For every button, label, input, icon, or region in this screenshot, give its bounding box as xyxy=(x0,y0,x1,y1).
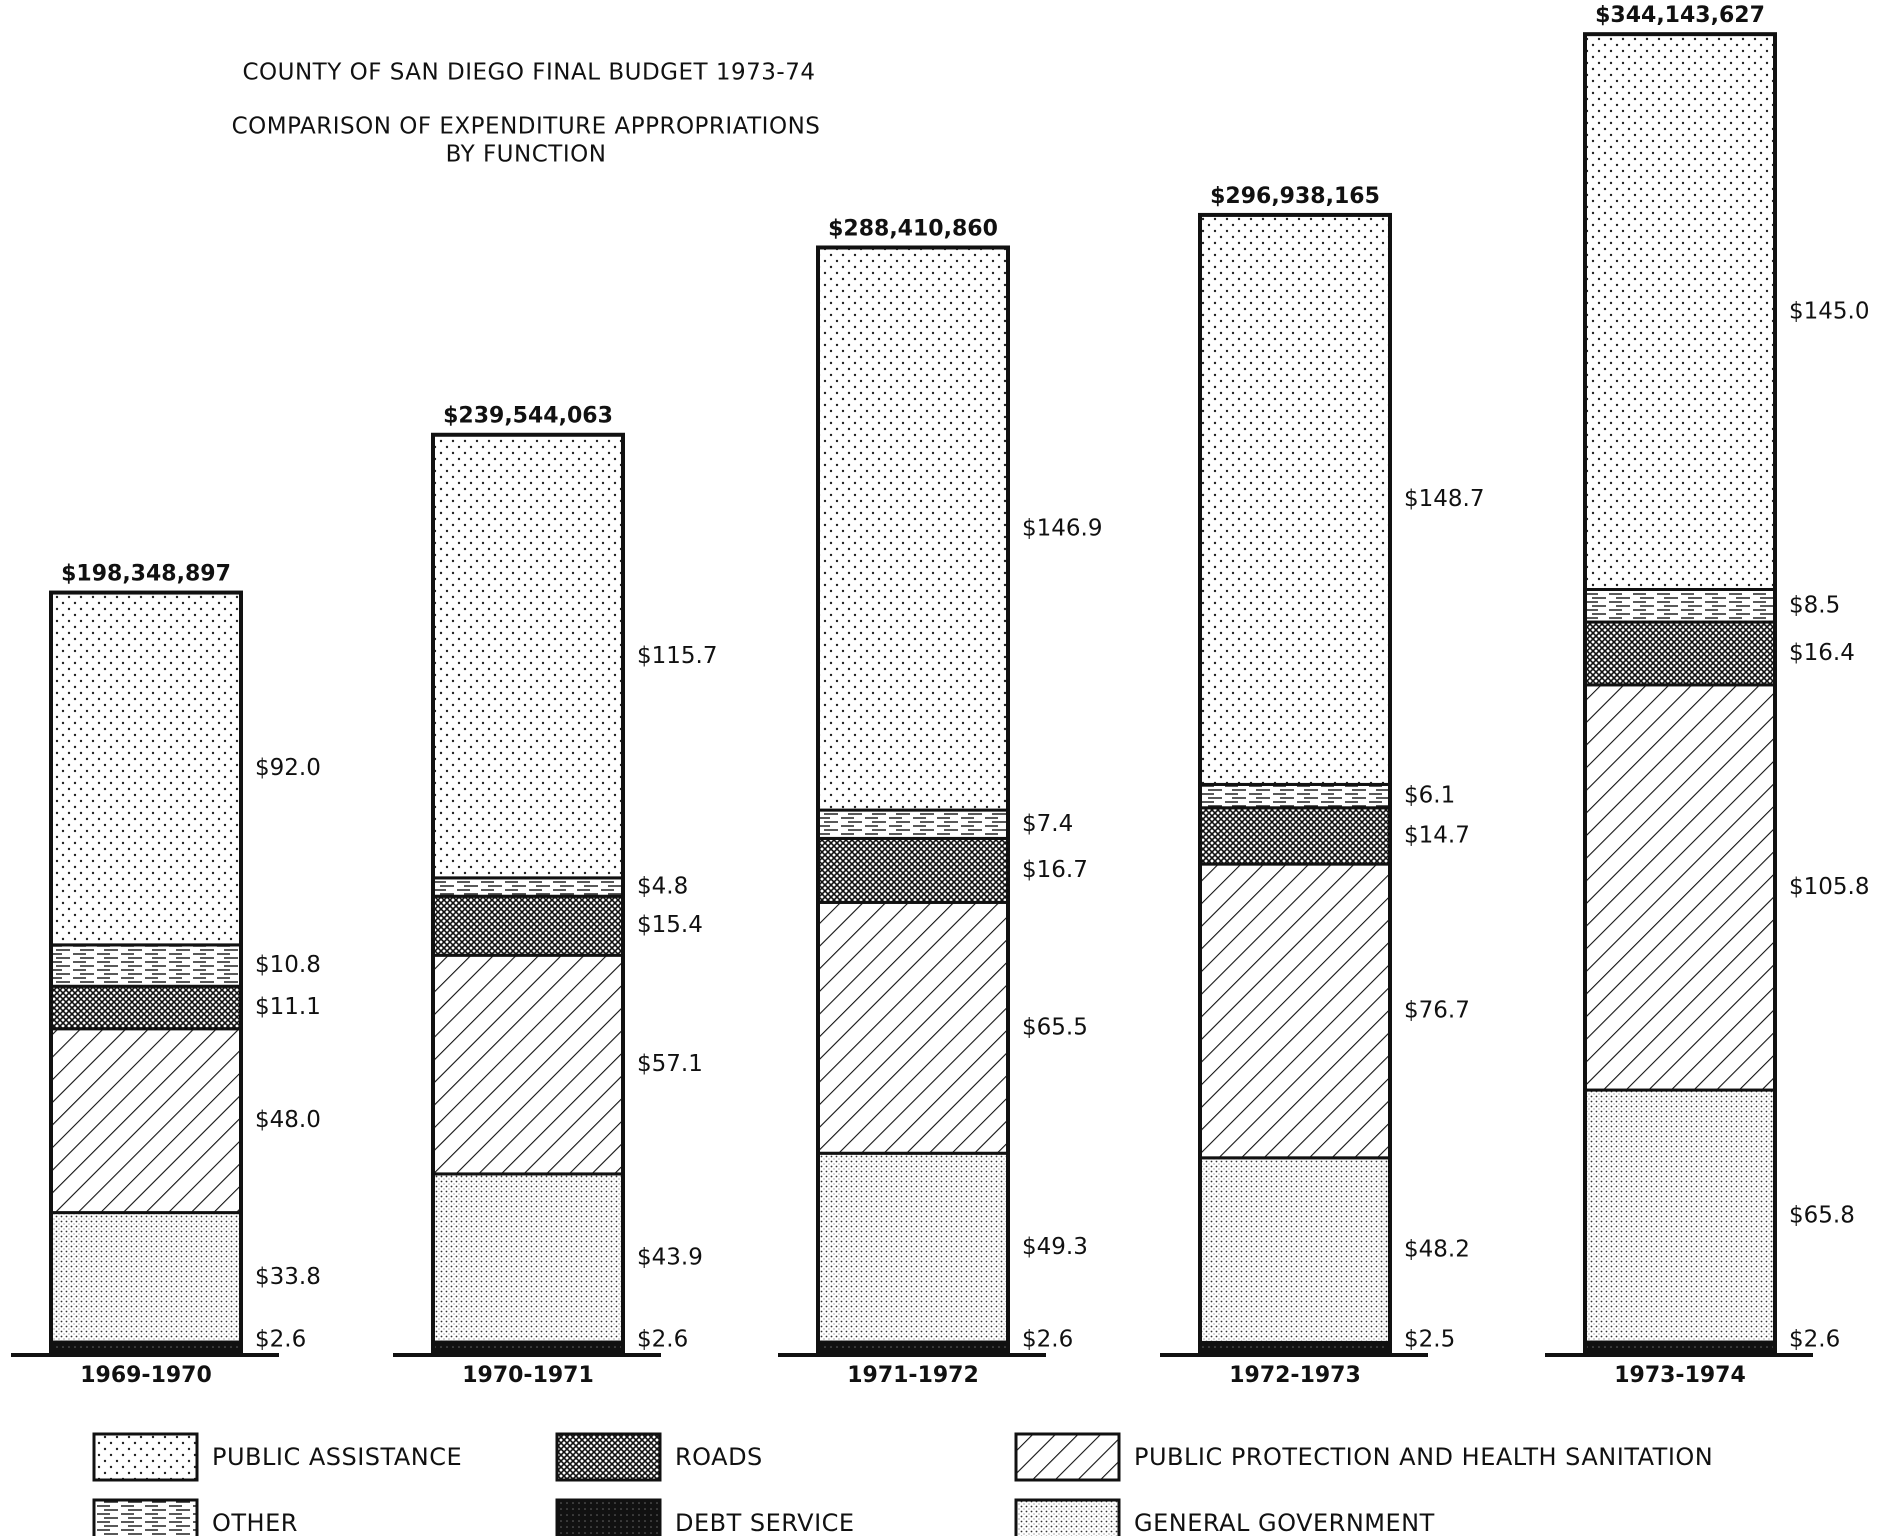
legend-label: PUBLIC PROTECTION AND HEALTH SANITATION xyxy=(1134,1443,1713,1471)
x-tick-label: 1972-1973 xyxy=(1229,1363,1361,1388)
value-label: $2.6 xyxy=(637,1327,688,1353)
legend-swatch xyxy=(92,1498,199,1536)
x-tick-label: 1973-1974 xyxy=(1614,1363,1746,1388)
bar-segment xyxy=(431,876,625,898)
value-label: $146.9 xyxy=(1022,515,1102,541)
value-label: $145.0 xyxy=(1789,298,1869,324)
total-label: $288,410,860 xyxy=(828,216,998,241)
bar-segment xyxy=(49,591,243,947)
bar-segment xyxy=(816,1151,1010,1344)
total-label: $239,544,063 xyxy=(443,404,613,429)
bar-segment xyxy=(816,245,1010,812)
legend-swatch xyxy=(92,1432,199,1482)
bar-segment xyxy=(1198,1156,1392,1344)
bar-segment xyxy=(431,894,625,957)
bar-segment xyxy=(49,1211,243,1344)
value-label: $11.1 xyxy=(255,994,321,1020)
legend-label: ROADS xyxy=(675,1443,763,1471)
total-label: $296,938,165 xyxy=(1210,184,1380,209)
bar-segment xyxy=(1583,587,1777,624)
value-label: $33.8 xyxy=(255,1264,321,1290)
value-label: $48.0 xyxy=(255,1107,321,1133)
total-label: $198,348,897 xyxy=(61,561,231,586)
value-label: $16.7 xyxy=(1022,857,1088,883)
bar-segment xyxy=(1198,782,1392,810)
bar-outline xyxy=(1198,212,1392,1354)
legend-swatch xyxy=(1014,1432,1121,1482)
bar-segment xyxy=(816,836,1010,904)
legend-swatch xyxy=(1014,1498,1121,1536)
bar-segment xyxy=(1583,620,1777,687)
value-label: $115.7 xyxy=(637,643,717,669)
bar-segment xyxy=(431,433,625,880)
bar-segment xyxy=(1583,1088,1777,1344)
bar-segment xyxy=(1583,683,1777,1092)
bar-segment xyxy=(431,953,625,1176)
legend-label: GENERAL GOVERNMENT xyxy=(1134,1509,1435,1536)
value-label: $8.5 xyxy=(1789,592,1840,618)
x-tick-label: 1971-1972 xyxy=(847,1363,979,1388)
bar-segment xyxy=(816,900,1010,1155)
value-label: $2.6 xyxy=(1022,1327,1073,1353)
bar-segment xyxy=(49,984,243,1031)
chart-subtitle: BY FUNCTION xyxy=(446,142,607,168)
value-label: $10.8 xyxy=(255,952,321,978)
bar-outline xyxy=(431,432,625,1354)
value-label: $2.6 xyxy=(255,1327,306,1353)
bar-segment xyxy=(1198,806,1392,866)
value-label: $148.7 xyxy=(1404,486,1484,512)
legend-swatch xyxy=(555,1432,662,1482)
value-label: $4.8 xyxy=(637,874,688,900)
value-label: $65.8 xyxy=(1789,1203,1855,1229)
value-label: $15.4 xyxy=(637,912,703,938)
value-label: $76.7 xyxy=(1404,997,1470,1023)
value-label: $105.8 xyxy=(1789,874,1869,900)
value-label: $16.4 xyxy=(1789,640,1855,666)
value-label: $43.9 xyxy=(637,1244,703,1270)
value-label: $65.5 xyxy=(1022,1014,1088,1040)
bar-segment xyxy=(431,1172,625,1344)
x-tick-label: 1969-1970 xyxy=(80,1363,212,1388)
total-label: $344,143,627 xyxy=(1595,3,1765,28)
bar-segment xyxy=(1583,32,1777,591)
value-label: $49.3 xyxy=(1022,1234,1088,1260)
value-label: $48.2 xyxy=(1404,1237,1470,1263)
bar-outline xyxy=(1583,32,1777,1354)
bar-outline xyxy=(49,590,243,1354)
value-label: $2.6 xyxy=(1789,1327,1840,1353)
legend-swatch xyxy=(555,1498,662,1536)
value-label: $6.1 xyxy=(1404,783,1455,809)
value-label: $57.1 xyxy=(637,1051,703,1077)
x-tick-label: 1970-1971 xyxy=(462,1363,594,1388)
bar-outline xyxy=(816,245,1010,1355)
value-label: $14.7 xyxy=(1404,822,1470,848)
bar-segment xyxy=(816,808,1010,840)
bar-segment xyxy=(1198,213,1392,786)
legend-label: PUBLIC ASSISTANCE xyxy=(212,1443,462,1471)
value-label: $2.5 xyxy=(1404,1327,1455,1353)
legend-label: DEBT SERVICE xyxy=(675,1509,855,1536)
bar-segment xyxy=(49,1027,243,1215)
legend-label: OTHER xyxy=(212,1509,298,1536)
bar-segment xyxy=(1198,862,1392,1160)
bar-segment xyxy=(49,943,243,988)
chart-title: COUNTY OF SAN DIEGO FINAL BUDGET 1973-74 xyxy=(242,60,815,86)
chart-subtitle: COMPARISON OF EXPENDITURE APPROPRIATIONS xyxy=(232,114,821,140)
value-label: $92.0 xyxy=(255,755,321,781)
value-label: $7.4 xyxy=(1022,811,1073,837)
